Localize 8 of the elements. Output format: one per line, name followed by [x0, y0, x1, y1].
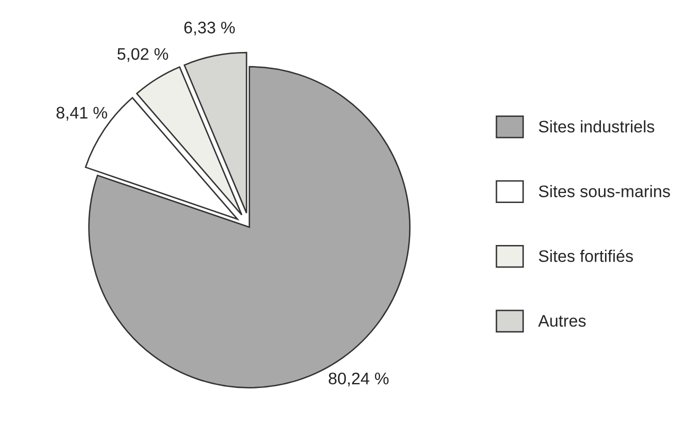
data-label: 8,41 %: [56, 106, 108, 121]
data-label: 6,33 %: [184, 22, 235, 36]
legend-label: Sites fortifiés: [538, 250, 633, 262]
legend-label: Sites industriels: [538, 120, 654, 132]
data-label: 5,02 %: [117, 48, 168, 62]
legend-label: Sites sous-marins: [538, 185, 670, 198]
legend-label: Autres: [538, 315, 586, 327]
data-label: 80,24 %: [328, 372, 389, 386]
